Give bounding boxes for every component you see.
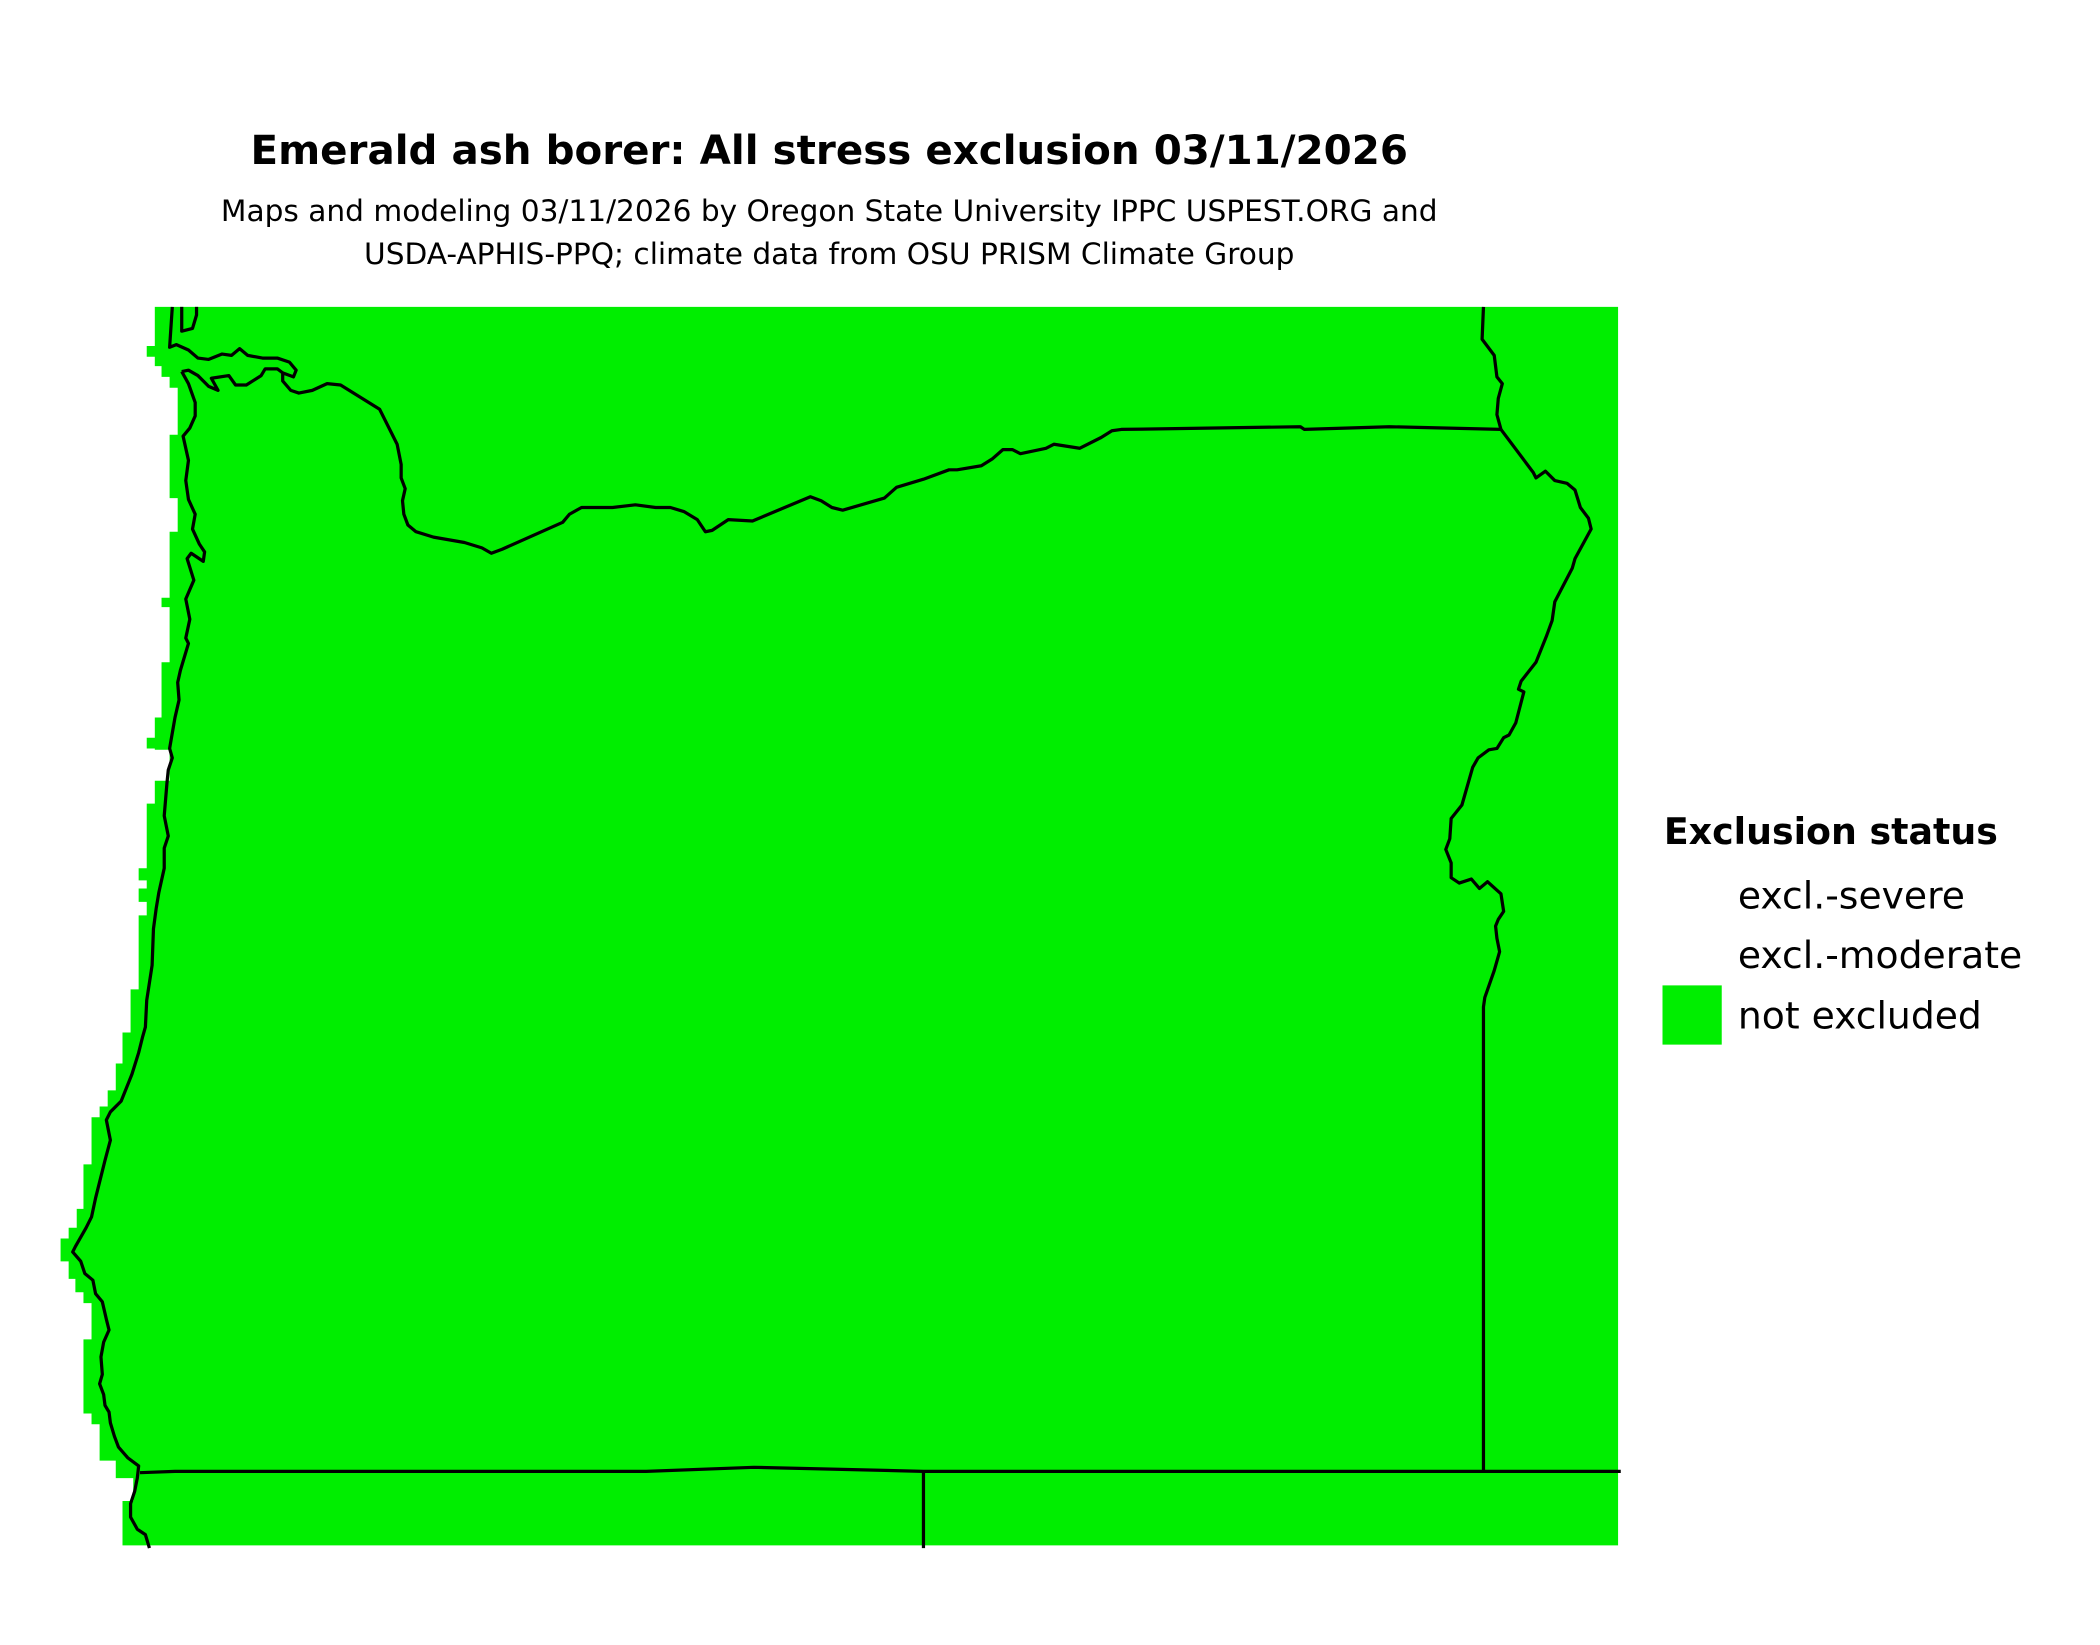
legend-label-excl-moderate: excl.-moderate: [1738, 933, 2022, 977]
map-panel: [60, 306, 1621, 1549]
legend: Exclusion status excl.-severe excl.-mode…: [1662, 810, 2022, 1045]
legend-title: Exclusion status: [1664, 810, 1998, 853]
map-title: Emerald ash borer: All stress exclusion …: [251, 127, 1408, 174]
legend-swatch-excl-severe: [1663, 866, 1722, 925]
oregon-south-border: [139, 1465, 1621, 1475]
legend-item-excl-severe: excl.-severe: [1663, 866, 1965, 925]
legend-item-not-excluded: not excluded: [1662, 985, 1982, 1045]
legend-label-not-excluded: not excluded: [1738, 993, 1982, 1037]
legend-swatch-excl-moderate: [1663, 926, 1722, 985]
washington-idaho-border: [1480, 306, 1504, 430]
oregon-coastline: [71, 370, 207, 1549]
legend-swatch-not-excluded: [1662, 985, 1722, 1045]
oregon-idaho-border: [1444, 428, 1593, 1472]
legend-label-excl-severe: excl.-severe: [1738, 874, 1965, 918]
legend-item-excl-moderate: excl.-moderate: [1663, 926, 2022, 985]
not-excluded-area: [60, 306, 1619, 1546]
willapa-bay-outline: [180, 306, 199, 333]
washington-coast-and-columbia-river-border: [168, 306, 1502, 555]
map-subtitle-line-2: USDA-APHIS-PPQ; climate data from OSU PR…: [364, 237, 1294, 271]
columbia-south-shore: [181, 367, 284, 393]
map-subtitle-line-1: Maps and modeling 03/11/2026 by Oregon S…: [221, 194, 1438, 228]
